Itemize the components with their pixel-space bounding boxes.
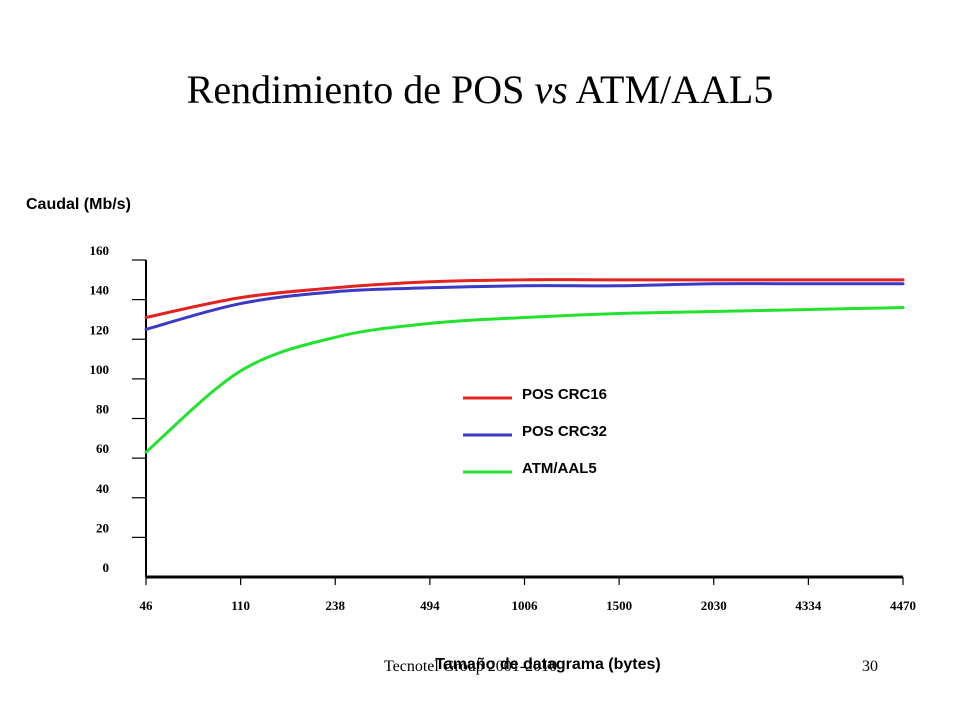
- title-main: Rendimiento de POS: [186, 67, 535, 112]
- legend-label-pos-crc32: POS CRC32: [522, 423, 607, 440]
- x-tick-label: 110: [231, 598, 250, 613]
- y-tick-label: 100: [90, 362, 110, 377]
- legend-label-atm-aal5: ATM/AAL5: [522, 460, 597, 477]
- x-tick-label: 238: [326, 598, 346, 613]
- x-tick-label: 494: [420, 598, 440, 613]
- x-tick-label: 46: [140, 598, 154, 613]
- series-line-pos-crc32: [144, 282, 905, 331]
- x-tick-label: 2030: [701, 598, 727, 613]
- y-tick-label: 140: [90, 283, 110, 298]
- title-end: ATM/AAL5: [567, 67, 774, 112]
- series-line-pos-crc16: [144, 278, 905, 319]
- title-italic: vs: [534, 67, 568, 112]
- x-tick-label: 1500: [606, 598, 632, 613]
- y-tick-label: 0: [103, 560, 110, 575]
- footer-text: Tecnotel Group 2001-2010: [384, 658, 558, 675]
- y-tick-label: 40: [96, 481, 109, 496]
- x-axis-title: Tamaño de datagrama (bytes): [435, 656, 661, 673]
- page-number: 30: [862, 658, 878, 675]
- x-tick-label: 4470: [890, 598, 916, 613]
- y-tick-label: 80: [96, 402, 109, 417]
- y-tick-label: 60: [96, 441, 109, 456]
- y-tick-label: 120: [90, 322, 110, 337]
- x-tick-label: 1006: [512, 598, 539, 613]
- y-tick-label: 20: [96, 520, 109, 535]
- x-tick-label: 4334: [795, 598, 822, 613]
- slide-title: Rendimiento de POS vs ATM/AAL5: [0, 66, 960, 113]
- series-line-atm-aal5: [144, 306, 905, 454]
- y-axis-title: Caudal (Mb/s): [26, 196, 131, 213]
- legend-label-pos-crc16: POS CRC16: [522, 386, 607, 403]
- y-tick-label: 160: [90, 243, 110, 258]
